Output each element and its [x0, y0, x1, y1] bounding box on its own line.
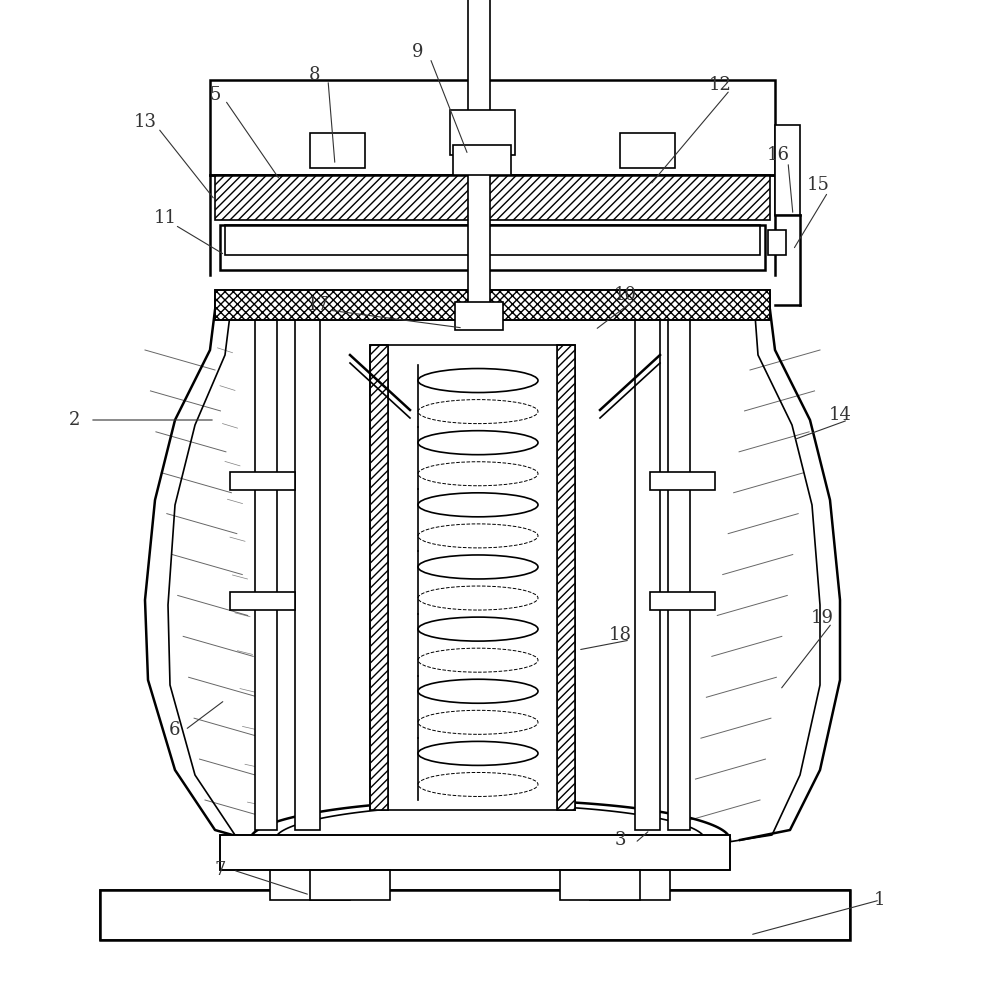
- Bar: [210, 80, 775, 175]
- Bar: [557, 345, 575, 810]
- Bar: [310, 870, 390, 900]
- Text: 10: 10: [614, 286, 637, 304]
- Bar: [370, 345, 575, 810]
- Bar: [620, 133, 675, 168]
- Bar: [270, 840, 350, 900]
- Bar: [590, 840, 670, 900]
- Bar: [650, 592, 715, 610]
- Text: 2: 2: [69, 411, 81, 429]
- Bar: [215, 290, 770, 320]
- Bar: [100, 890, 850, 940]
- Bar: [455, 302, 503, 330]
- Bar: [775, 125, 800, 215]
- Text: 7: 7: [214, 861, 226, 879]
- Bar: [225, 225, 760, 255]
- Text: 13: 13: [134, 113, 156, 131]
- Bar: [310, 133, 365, 168]
- Text: 12: 12: [709, 76, 731, 94]
- Bar: [230, 472, 295, 490]
- Text: 6: 6: [169, 721, 181, 739]
- Bar: [560, 870, 640, 900]
- Text: 16: 16: [767, 146, 790, 164]
- Bar: [230, 592, 295, 610]
- Text: 3: 3: [614, 831, 626, 849]
- Bar: [295, 320, 320, 830]
- Bar: [220, 835, 730, 870]
- Bar: [370, 345, 388, 810]
- Text: 17: 17: [307, 296, 329, 314]
- Bar: [220, 225, 765, 270]
- Bar: [768, 230, 786, 255]
- Text: 8: 8: [309, 66, 321, 84]
- Text: 14: 14: [829, 406, 851, 424]
- Text: 11: 11: [154, 209, 176, 227]
- Bar: [468, 0, 490, 320]
- Bar: [557, 345, 575, 810]
- Text: 9: 9: [412, 43, 424, 61]
- Text: 18: 18: [608, 626, 632, 644]
- Bar: [255, 320, 277, 830]
- Bar: [650, 472, 715, 490]
- Bar: [668, 320, 690, 830]
- Text: 5: 5: [209, 86, 221, 104]
- Bar: [100, 890, 850, 940]
- Bar: [220, 835, 730, 870]
- Bar: [370, 345, 388, 810]
- Bar: [635, 320, 660, 830]
- Bar: [453, 145, 511, 175]
- Text: 19: 19: [810, 609, 834, 627]
- Bar: [450, 110, 515, 155]
- Bar: [215, 290, 770, 320]
- Text: 1: 1: [874, 891, 886, 909]
- Bar: [215, 175, 770, 220]
- Text: 15: 15: [807, 176, 829, 194]
